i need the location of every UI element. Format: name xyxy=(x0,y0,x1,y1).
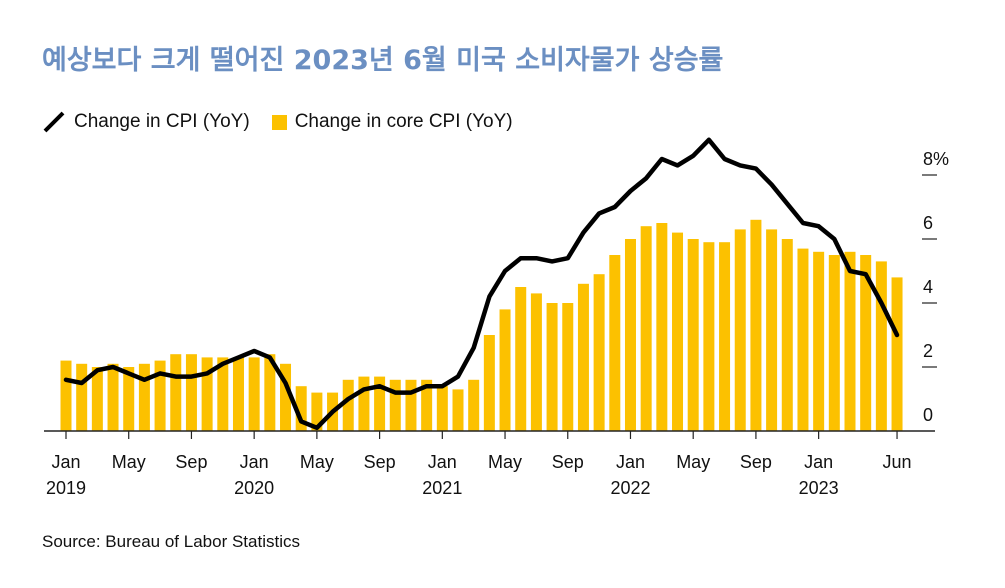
core-cpi-bar xyxy=(766,229,778,431)
core-cpi-bar xyxy=(875,261,887,431)
x-tick-year-label: 2021 xyxy=(422,478,462,498)
core-cpi-bar xyxy=(828,255,840,431)
y-tick-label: 2 xyxy=(923,341,933,361)
y-tick-label: 4 xyxy=(923,277,933,297)
core-cpi-bar xyxy=(672,232,684,431)
x-tick-label: May xyxy=(676,452,710,472)
x-tick-label: Jan xyxy=(428,452,457,472)
legend-bar-swatch xyxy=(271,114,287,130)
core-cpi-bar xyxy=(421,379,433,431)
core-cpi-bar xyxy=(91,367,103,431)
x-tick-label: Jan xyxy=(616,452,645,472)
core-cpi-bar xyxy=(703,242,715,431)
core-cpi-bar xyxy=(577,283,589,431)
x-tick-year-label: 2019 xyxy=(46,478,86,498)
core-cpi-bar xyxy=(389,379,401,431)
core-cpi-bar xyxy=(844,251,856,431)
x-tick-year-label: 2020 xyxy=(234,478,274,498)
core-cpi-bar xyxy=(750,219,762,431)
core-cpi-bar xyxy=(217,357,229,431)
core-cpi-bar xyxy=(358,376,370,431)
x-tick-label: Sep xyxy=(175,452,207,472)
core-cpi-bar xyxy=(107,363,119,431)
source-note: Source: Bureau of Labor Statistics xyxy=(42,532,300,551)
core-cpi-bar xyxy=(781,239,793,431)
line-group xyxy=(63,137,900,431)
core-cpi-bar xyxy=(311,392,323,431)
legend-item-core-cpi: Change in core CPI (YoY) xyxy=(271,111,513,133)
cpi-line xyxy=(63,137,900,431)
y-tick-label: 8% xyxy=(923,149,949,169)
core-cpi-bar xyxy=(640,226,652,431)
core-cpi-bar xyxy=(201,357,213,431)
core-cpi-bar xyxy=(813,251,825,431)
core-cpi-bar xyxy=(593,274,605,431)
core-cpi-bar xyxy=(860,255,872,431)
legend: Change in CPI (YoY) Change in core CPI (… xyxy=(42,108,535,136)
core-cpi-bar xyxy=(797,248,809,431)
core-cpi-bar xyxy=(656,223,668,431)
legend-label-cpi: Change in CPI (YoY) xyxy=(74,111,250,132)
core-cpi-bar xyxy=(515,287,527,431)
core-cpi-bar xyxy=(232,357,244,431)
core-cpi-bar xyxy=(468,379,480,431)
core-cpi-bar xyxy=(280,363,292,431)
core-cpi-bar xyxy=(60,360,72,431)
bars-group xyxy=(60,219,903,431)
x-tick-label: Sep xyxy=(364,452,396,472)
core-cpi-bar xyxy=(374,376,386,431)
y-tick-label: 6 xyxy=(923,213,933,233)
axes-group: Jan 2019 May Sep Jan 2020 May Sep Jan 2021 May Sep J… xyxy=(44,149,949,498)
core-cpi-bar xyxy=(734,229,746,431)
core-cpi-bar xyxy=(687,239,699,431)
core-cpi-bar xyxy=(530,293,542,431)
core-cpi-bar xyxy=(405,379,417,431)
chart-title: 예상보다 크게 떨어진 2023년 6월 미국 소비자물가 상승률 xyxy=(42,45,724,76)
y-tick-label: 0 xyxy=(923,405,933,425)
core-cpi-bar xyxy=(609,255,621,431)
core-cpi-bar xyxy=(76,363,88,431)
x-tick-label: Jun xyxy=(883,452,912,472)
x-tick-label: May xyxy=(488,452,522,472)
core-cpi-bar xyxy=(154,360,166,431)
x-tick-label: Jan xyxy=(240,452,269,472)
legend-label-core-cpi: Change in core CPI (YoY) xyxy=(294,111,513,132)
core-cpi-bar xyxy=(264,354,276,431)
core-cpi-bar xyxy=(891,277,903,431)
core-cpi-bar xyxy=(624,239,636,431)
core-cpi-bar xyxy=(436,386,448,431)
core-cpi-bar xyxy=(483,335,495,431)
x-tick-label: May xyxy=(300,452,334,472)
core-cpi-bar xyxy=(342,379,354,431)
core-cpi-bar xyxy=(185,354,197,431)
core-cpi-bar xyxy=(295,386,307,431)
x-tick-label: Jan xyxy=(51,452,80,472)
legend-line-swatch xyxy=(43,111,65,133)
core-cpi-bar xyxy=(170,354,182,431)
core-cpi-bar xyxy=(499,309,511,431)
core-cpi-bar xyxy=(138,363,150,431)
core-cpi-bar xyxy=(248,357,260,431)
core-cpi-bar xyxy=(562,303,574,431)
core-cpi-bar xyxy=(719,242,731,431)
legend-item-cpi: Change in CPI (YoY) xyxy=(42,110,250,134)
core-cpi-bar xyxy=(546,303,558,431)
x-tick-year-label: 2023 xyxy=(799,478,839,498)
x-tick-label: May xyxy=(112,452,146,472)
x-tick-label: Sep xyxy=(740,452,772,472)
x-tick-label: Jan xyxy=(804,452,833,472)
core-cpi-bar xyxy=(123,367,135,431)
x-tick-label: Sep xyxy=(552,452,584,472)
core-cpi-bar xyxy=(452,389,464,431)
x-tick-year-label: 2022 xyxy=(610,478,650,498)
